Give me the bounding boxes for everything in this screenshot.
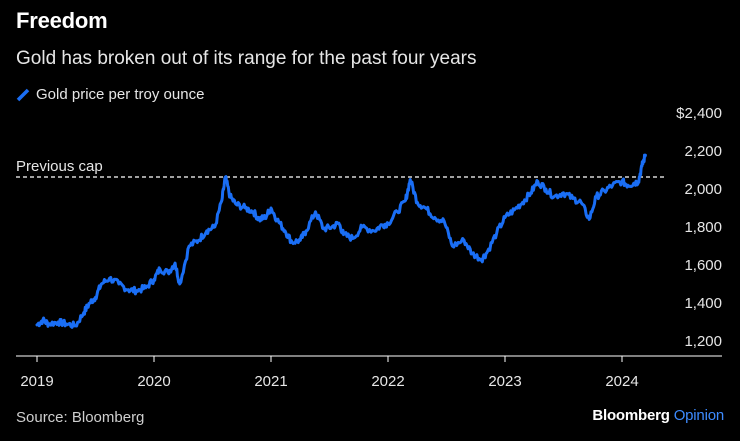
reference-line-group: Previous cap [16, 158, 666, 178]
brand-name: Bloomberg [592, 407, 670, 424]
bloomberg-opinion-logo: Bloomberg Opinion [592, 407, 724, 424]
x-axis: 2019 2020 2021 2022 2023 2024 [16, 355, 722, 390]
chart-title: Freedom [16, 8, 108, 33]
y-tick-label: 1,800 [684, 219, 722, 236]
y-axis: 1,200 1,400 1,600 1,800 2,000 2,200 $2,400 [676, 105, 722, 350]
source-note: Source: Bloomberg [16, 409, 145, 426]
y-tick-label: 1,200 [684, 333, 722, 350]
y-tick-label: 2,000 [684, 181, 722, 198]
previous-cap-label: Previous cap [16, 158, 103, 175]
legend-label: Gold price per troy ounce [36, 86, 205, 103]
chart-subtitle: Gold has broken out of its range for the… [16, 48, 477, 69]
x-tick-label: 2021 [254, 373, 287, 390]
series-group [35, 153, 647, 329]
x-tick-label: 2019 [20, 373, 53, 390]
x-tick-label: 2020 [137, 373, 170, 390]
x-tick-label: 2023 [488, 373, 521, 390]
y-tick-label: 1,600 [684, 257, 722, 274]
brand-suffix: Opinion [673, 407, 725, 424]
legend-line-icon [16, 88, 30, 102]
legend: Gold price per troy ounce [16, 86, 204, 103]
x-tick-label: 2024 [605, 373, 638, 390]
y-tick-label: $2,400 [676, 105, 722, 122]
x-tick-label: 2022 [371, 373, 404, 390]
y-tick-label: 2,200 [684, 143, 722, 160]
y-tick-label: 1,400 [684, 295, 722, 312]
gold-price-series-line [35, 153, 647, 329]
